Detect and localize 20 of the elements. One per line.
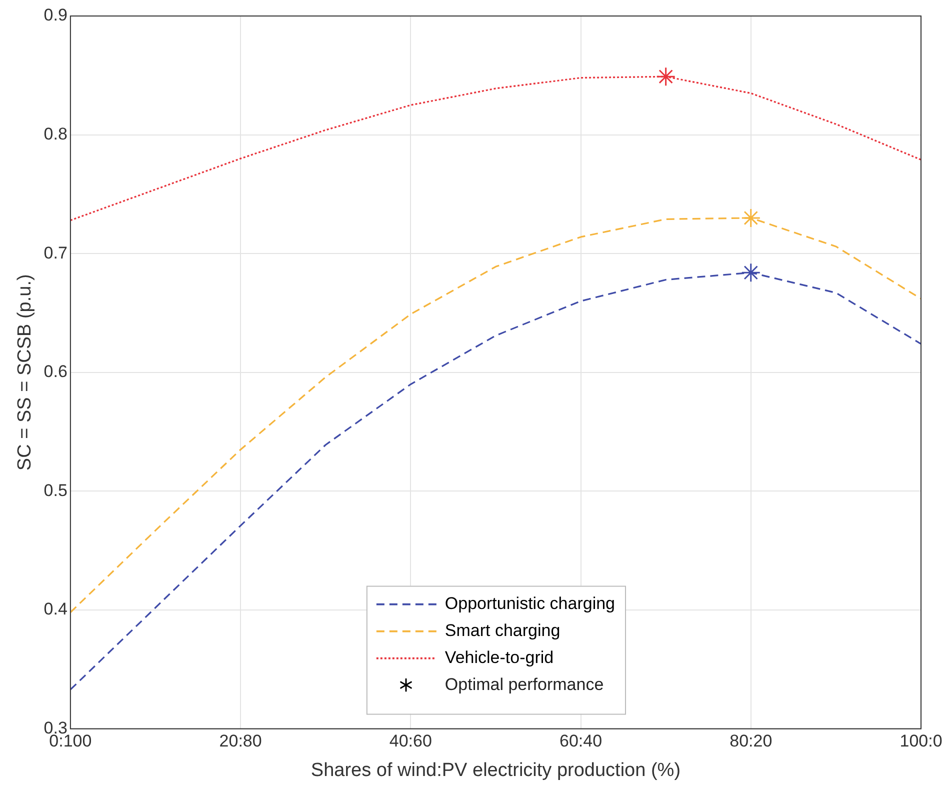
y-tick-label: 0.4 bbox=[44, 600, 68, 619]
point bbox=[741, 262, 761, 282]
x-axis-title: Shares of wind:PV electricity production (%) bbox=[310, 760, 681, 781]
y-tick-label: 0.9 bbox=[44, 6, 68, 25]
y-tick-label: 0.8 bbox=[44, 124, 68, 144]
x-tick-label: 40:60 bbox=[389, 732, 432, 751]
legend-label: Smart charging bbox=[444, 620, 560, 640]
y-tick-label: 0.5 bbox=[44, 480, 68, 500]
x-tick-label: 20:80 bbox=[219, 732, 262, 751]
annotation: Optimal performance bbox=[444, 674, 604, 694]
point bbox=[741, 208, 761, 228]
y-tick-label: 0.7 bbox=[44, 243, 68, 262]
point bbox=[656, 66, 676, 86]
x-tick-label: 60:40 bbox=[560, 732, 602, 751]
x-tick-label: 100:0 bbox=[900, 732, 942, 751]
y-axis-title: SC = SS = SCSB (p.u.) bbox=[14, 274, 36, 471]
legend-label: Opportunistic charging bbox=[444, 594, 616, 613]
y-tick-label: 0.6 bbox=[44, 362, 68, 382]
legend-label: Vehicle-to-grid bbox=[444, 648, 554, 667]
x-tick-label: 80:20 bbox=[730, 732, 772, 751]
